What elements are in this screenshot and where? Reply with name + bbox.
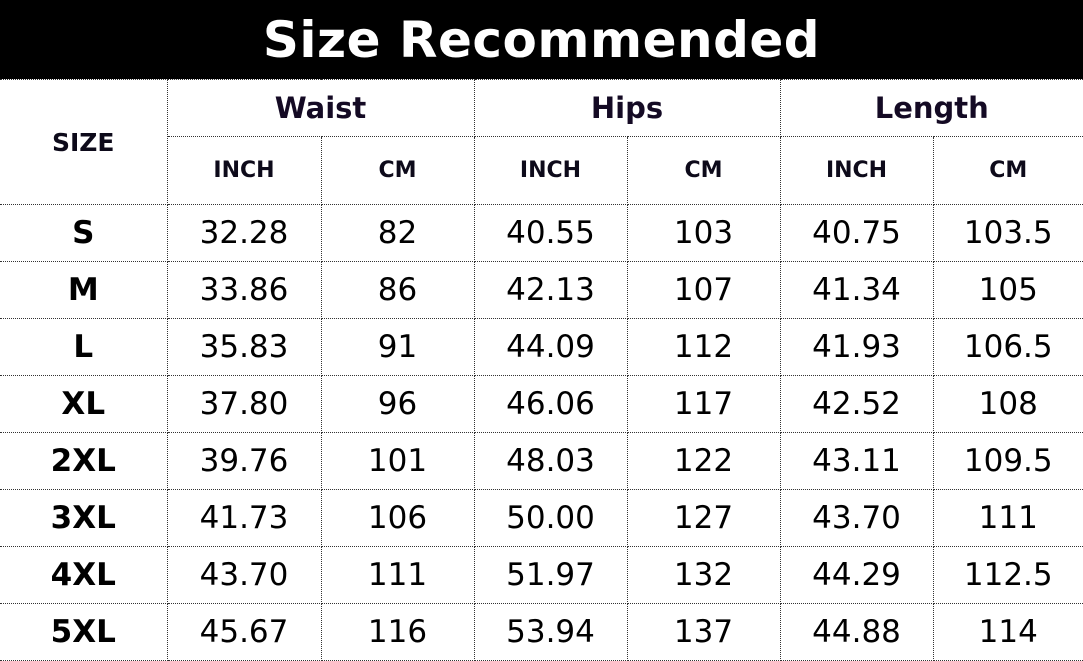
measurement-cell: 112.5 — [932, 546, 1083, 604]
measurement-cell: 48.03 — [473, 432, 628, 490]
size-label: 3XL — [0, 489, 168, 547]
measurement-cell: 37.80 — [166, 375, 322, 433]
measurement-cell: 86 — [320, 261, 475, 319]
measurement-cell: 111 — [932, 489, 1083, 547]
measurement-cell: 32.28 — [166, 204, 322, 262]
measurement-cell: 44.88 — [779, 603, 934, 661]
table-row: 5XL 45.67 116 53.94 137 44.88 114 — [0, 603, 1083, 661]
measurement-cell: 111 — [320, 546, 475, 604]
measurement-cell: 108 — [932, 375, 1083, 433]
table-row: S 32.28 82 40.55 103 40.75 103.5 — [0, 204, 1083, 262]
measurement-cell: 35.83 — [166, 318, 322, 376]
waist-header: Waist — [166, 79, 475, 137]
measurement-cell: 42.52 — [779, 375, 934, 433]
measurement-cell: 82 — [320, 204, 475, 262]
table-row: 2XL 39.76 101 48.03 122 43.11 109.5 — [0, 432, 1083, 490]
measurement-cell: 44.29 — [779, 546, 934, 604]
measurement-cell: 91 — [320, 318, 475, 376]
measurement-cell: 46.06 — [473, 375, 628, 433]
unit-header: CM — [932, 136, 1083, 205]
table-row: XL 37.80 96 46.06 117 42.52 108 — [0, 375, 1083, 433]
measurement-cell: 43.11 — [779, 432, 934, 490]
measurement-cell: 103.5 — [932, 204, 1083, 262]
measurement-cell: 40.75 — [779, 204, 934, 262]
measurement-cell: 127 — [626, 489, 781, 547]
measurement-cell: 53.94 — [473, 603, 628, 661]
measurement-cell: 109.5 — [932, 432, 1083, 490]
size-column-header: SIZE — [0, 79, 168, 205]
size-label: L — [0, 318, 168, 376]
table-row: 3XL 41.73 106 50.00 127 43.70 111 — [0, 489, 1083, 547]
measurement-cell: 105 — [932, 261, 1083, 319]
measurement-cell: 114 — [932, 603, 1083, 661]
table-row: M 33.86 86 42.13 107 41.34 105 — [0, 261, 1083, 319]
measurement-cell: 43.70 — [779, 489, 934, 547]
measurement-cell: 112 — [626, 318, 781, 376]
measurement-cell: 41.73 — [166, 489, 322, 547]
size-table: SIZE Waist Hips Length INCH CM INCH CM INCH C… — [0, 79, 1083, 661]
measurement-cell: 51.97 — [473, 546, 628, 604]
unit-header: INCH — [779, 136, 934, 205]
measurement-cell: 43.70 — [166, 546, 322, 604]
page-title: Size Recommended — [0, 0, 1083, 79]
unit-header: INCH — [473, 136, 628, 205]
measurement-cell: 137 — [626, 603, 781, 661]
unit-header: CM — [320, 136, 475, 205]
measurement-cell: 122 — [626, 432, 781, 490]
measurement-cell: 40.55 — [473, 204, 628, 262]
unit-header: INCH — [167, 136, 322, 205]
unit-header: CM — [626, 136, 781, 205]
size-label: 4XL — [0, 546, 168, 604]
measurement-cell: 44.09 — [473, 318, 628, 376]
measurement-cell: 106.5 — [932, 318, 1083, 376]
hips-header: Hips — [473, 79, 781, 137]
measurement-cell: 116 — [320, 603, 475, 661]
measurement-cell: 33.86 — [166, 261, 322, 319]
size-label: S — [0, 204, 168, 262]
measurement-cell: 96 — [320, 375, 475, 433]
measurement-cell: 101 — [320, 432, 475, 490]
measurement-cell: 106 — [320, 489, 475, 547]
measurement-cell: 45.67 — [166, 603, 322, 661]
length-header: Length — [779, 79, 1083, 137]
size-label: XL — [0, 375, 168, 433]
size-label: 2XL — [0, 432, 168, 490]
measurement-cell: 41.93 — [779, 318, 934, 376]
size-label: 5XL — [0, 603, 168, 661]
measurement-cell: 39.76 — [166, 432, 322, 490]
table-row: 4XL 43.70 111 51.97 132 44.29 112.5 — [0, 546, 1083, 604]
table-row: L 35.83 91 44.09 112 41.93 106.5 — [0, 318, 1083, 376]
measurement-cell: 117 — [626, 375, 781, 433]
measurement-cell: 107 — [626, 261, 781, 319]
measurement-cell: 103 — [626, 204, 781, 262]
measurement-cell: 50.00 — [473, 489, 628, 547]
measurement-cell: 132 — [626, 546, 781, 604]
size-label: M — [0, 261, 168, 319]
measurement-cell: 42.13 — [473, 261, 628, 319]
measurement-cell: 41.34 — [779, 261, 934, 319]
